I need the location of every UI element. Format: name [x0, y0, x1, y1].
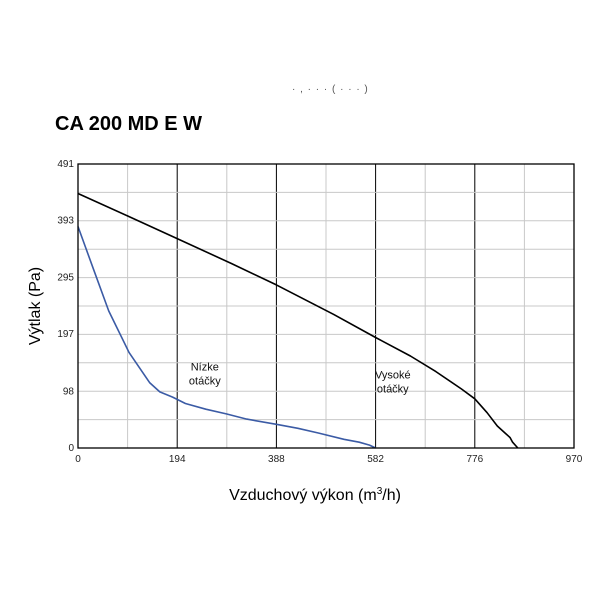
series-label: Vysoké	[375, 370, 411, 382]
series-label: otáčky	[189, 375, 221, 387]
x-tick-label: 388	[268, 454, 285, 465]
x-tick-label: 0	[75, 454, 81, 465]
top-fragment-text: · , · · · ( · · · )	[292, 84, 369, 95]
y-tick-label: 295	[57, 272, 74, 283]
series-line-low-speed	[77, 226, 376, 449]
series-layer	[77, 192, 519, 449]
x-tick-label: 582	[367, 454, 384, 465]
series-annotations: Vysoké otáčky Nízke otáčky	[189, 361, 411, 395]
x-axis-label-end: /h)	[382, 487, 401, 504]
y-tick-label: 491	[57, 159, 74, 170]
y-tick-label: 0	[68, 443, 74, 454]
y-tick-label: 197	[57, 329, 74, 340]
y-axis-label: Výtlak (Pa)	[27, 267, 44, 345]
x-axis-label-main: Vzduchový výkon (m	[229, 487, 377, 504]
series-label: Nízke	[191, 361, 219, 373]
x-tick-label: 776	[466, 454, 483, 465]
series-line-high-speed	[77, 192, 519, 449]
x-axis-label: Vzduchový výkon (m3/h)	[229, 486, 401, 504]
y-tick-label: 393	[57, 216, 74, 227]
plot-frame	[77, 163, 575, 449]
grid	[78, 164, 574, 448]
x-axis-label-sup: 3	[377, 486, 383, 497]
x-tick-label: 194	[169, 454, 186, 465]
tick-labels: 0 194 388 582 776 970 0 98 197 295 393 491	[57, 159, 582, 465]
y-tick-label: 98	[63, 386, 75, 397]
series-label: otáčky	[377, 384, 409, 396]
x-tick-label: 970	[566, 454, 583, 465]
chart-title: CA 200 MD E W	[55, 113, 203, 135]
